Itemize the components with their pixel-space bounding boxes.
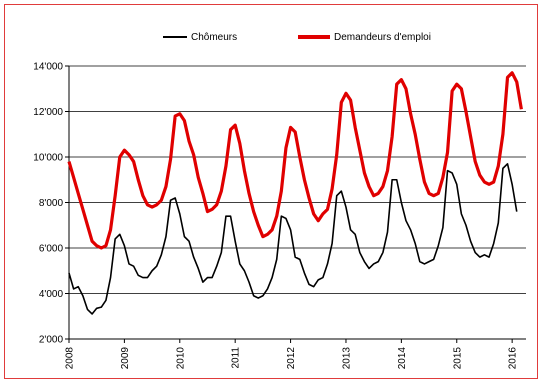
- y-tick-label: 4'000: [39, 289, 64, 300]
- legend-label-chomeurs: Chômeurs: [191, 32, 237, 43]
- x-tick-label: 2016: [508, 347, 519, 370]
- series-line-demandeurs: [67, 71, 523, 250]
- x-tick-label: 2014: [397, 347, 408, 370]
- legend-label-demandeurs: Demandeurs d'emploi: [334, 32, 431, 43]
- y-tick-label: 6'000: [39, 244, 64, 255]
- x-tick-label: 2008: [65, 347, 76, 370]
- x-tick-label: 2011: [231, 347, 242, 369]
- y-tick-label: 14'000: [33, 62, 63, 73]
- y-tick-label: 12'000: [33, 107, 63, 118]
- x-tick-label: 2012: [286, 347, 297, 370]
- series-line-chomeurs: [68, 163, 518, 315]
- legend: Chômeurs Demandeurs d'emploi: [163, 32, 431, 43]
- y-tick-label: 10'000: [33, 153, 63, 164]
- x-tick-label: 2009: [120, 347, 131, 370]
- y-axis-ticks: 2'000 4'000 6'000 8'000 10'000 12'000 14'000: [33, 62, 69, 346]
- series-lines: [67, 71, 523, 315]
- chart-frame: [4, 4, 538, 379]
- x-tick-label: 2013: [341, 347, 352, 370]
- y-tick-label: 2'000: [39, 335, 64, 346]
- y-tick-label: 8'000: [39, 198, 64, 209]
- x-axis-ticks: 2008 2009 2010 2011 2012 2013 2014 2015 2016: [65, 339, 519, 369]
- x-tick-label: 2015: [452, 347, 463, 370]
- x-tick-label: 2010: [175, 347, 186, 370]
